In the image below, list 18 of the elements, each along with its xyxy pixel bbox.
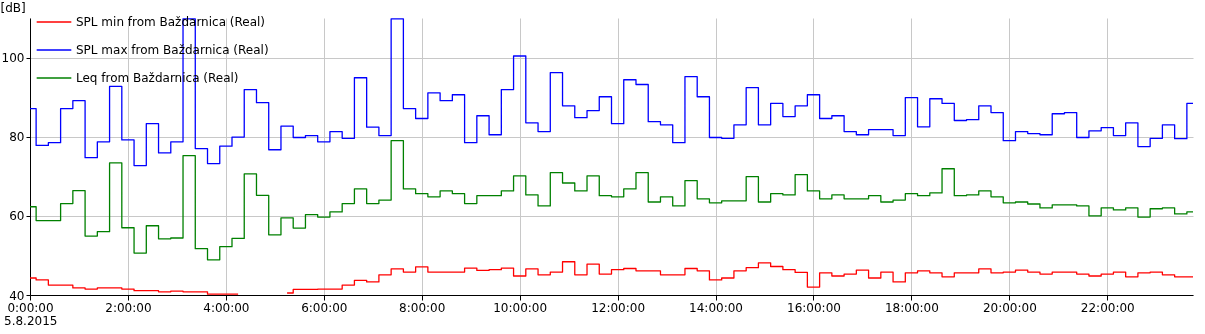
x-tick-label: 4:00:00 xyxy=(203,300,250,315)
y-tick-label: 100 xyxy=(1,51,25,66)
x-tick-label: 10:00:00 xyxy=(493,300,548,315)
x-tick-label: 12:00:00 xyxy=(591,300,646,315)
y-tick-label: 60 xyxy=(9,209,25,224)
x-tick-label: 6:00:00 xyxy=(301,300,348,315)
y-tick-label: 40 xyxy=(9,288,25,303)
x-tick-label: 14:00:00 xyxy=(689,300,744,315)
text: 5.8.2015 xyxy=(4,314,58,328)
y-tick-label: 80 xyxy=(9,130,25,145)
y-axis-title: [dB] xyxy=(0,0,26,15)
x-tick-label: 16:00:00 xyxy=(787,300,841,315)
x-tick-label: 8:00:00 xyxy=(399,300,446,315)
x-tick-label: 18:00:00 xyxy=(884,300,939,315)
x-tick-label: 0:00:00 xyxy=(7,300,54,315)
x-tick-label: 22:00:00 xyxy=(1080,300,1135,315)
x-tick-label: 20:00:00 xyxy=(982,300,1037,315)
x-tick-label: 2:00:00 xyxy=(105,300,152,315)
